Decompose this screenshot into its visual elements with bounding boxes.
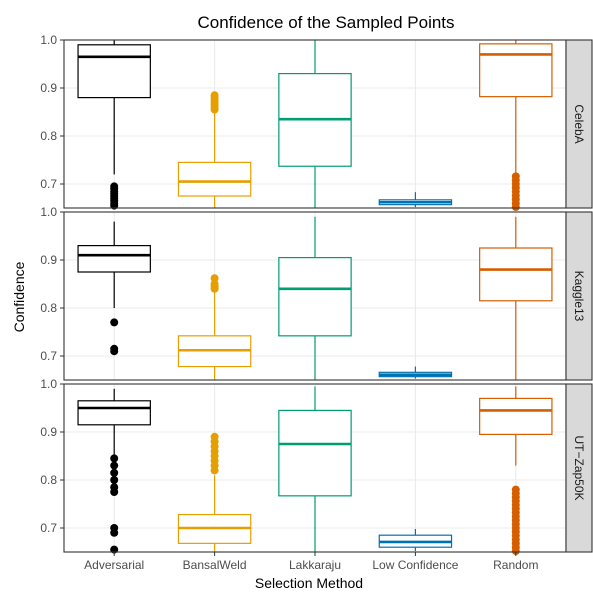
box-lakkaraju <box>278 216 352 380</box>
x-tick-label: Lakkaraju <box>289 558 341 572</box>
box-random <box>479 216 553 380</box>
x-axis-ticks: Adversarial BansalWeld Lakkaraju Low Confid… <box>84 552 538 572</box>
facet-panels: 0.7 0.8 0.9 1.0 CelebA 0.7 0.8 0.9 1.0 Kaggle13 0.… <box>40 33 593 556</box>
facet-strip <box>565 383 593 553</box>
y-tick-label: 1.0 <box>40 33 57 47</box>
facet-strip <box>565 211 593 381</box>
box-adversarial <box>77 221 151 356</box>
y-axis-label: Confidence <box>11 261 27 332</box>
box-bansalweld <box>177 432 252 552</box>
outlier-point <box>511 485 520 494</box>
y-tick-label: 0.7 <box>40 349 57 363</box>
x-tick-label: Adversarial <box>84 558 144 572</box>
x-axis-label: Selection Method <box>255 575 363 591</box>
outlier-point <box>110 344 119 353</box>
y-tick-label: 0.8 <box>40 473 57 487</box>
box-random <box>479 386 553 556</box>
outlier-point <box>511 172 520 181</box>
y-tick-label: 0.7 <box>40 521 57 535</box>
y-tick-label: 0.8 <box>40 129 57 143</box>
outlier-point <box>110 468 119 477</box>
y-tick-label: 0.9 <box>40 425 57 439</box>
chart-title: Confidence of the Sampled Points <box>197 13 454 32</box>
box-low-confidence <box>378 192 453 208</box>
outlier-point <box>210 91 219 100</box>
outlier-point <box>110 454 119 463</box>
x-tick-label: Low Confidence <box>372 558 458 572</box>
box-adversarial <box>77 388 151 554</box>
box-random <box>479 40 553 212</box>
box-bansalweld <box>177 274 252 380</box>
facet-label: Kaggle13 <box>572 271 586 322</box>
y-tick-label: 0.8 <box>40 301 57 315</box>
x-tick-label: BansalWeld <box>183 558 247 572</box>
box-iqr <box>479 247 553 302</box>
y-tick-label: 0.7 <box>40 177 57 191</box>
box-iqr <box>479 43 553 98</box>
outlier-point <box>110 461 119 470</box>
outlier-point <box>210 274 219 283</box>
y-tick-label: 0.9 <box>40 253 57 267</box>
box-iqr <box>177 161 252 197</box>
box-iqr <box>479 397 553 435</box>
y-tick-label: 0.9 <box>40 81 57 95</box>
box-iqr <box>77 400 151 426</box>
facet-label: UT−Zap50K <box>572 435 586 500</box>
box-lakkaraju <box>278 40 352 208</box>
outlier-point <box>110 182 119 191</box>
outlier-point <box>110 524 119 532</box>
facet-strip <box>565 39 593 209</box>
y-tick-label: 1.0 <box>40 205 57 219</box>
box-low-confidence <box>378 366 453 379</box>
box-lakkaraju <box>278 386 352 552</box>
box-iqr <box>278 409 352 497</box>
facet-label: CelebA <box>572 104 586 143</box>
box-iqr <box>77 245 151 273</box>
box-adversarial <box>77 40 151 210</box>
box-bansalweld <box>177 91 252 208</box>
box-iqr <box>77 44 151 99</box>
outlier-point <box>110 476 119 484</box>
outlier-point <box>110 318 119 327</box>
box-low-confidence <box>378 528 453 552</box>
x-tick-label: Random <box>493 558 538 572</box>
outlier-point <box>210 432 219 441</box>
y-tick-label: 1.0 <box>40 377 57 391</box>
box-iqr <box>278 257 352 337</box>
outlier-point <box>210 280 219 288</box>
outlier-point <box>110 483 119 492</box>
